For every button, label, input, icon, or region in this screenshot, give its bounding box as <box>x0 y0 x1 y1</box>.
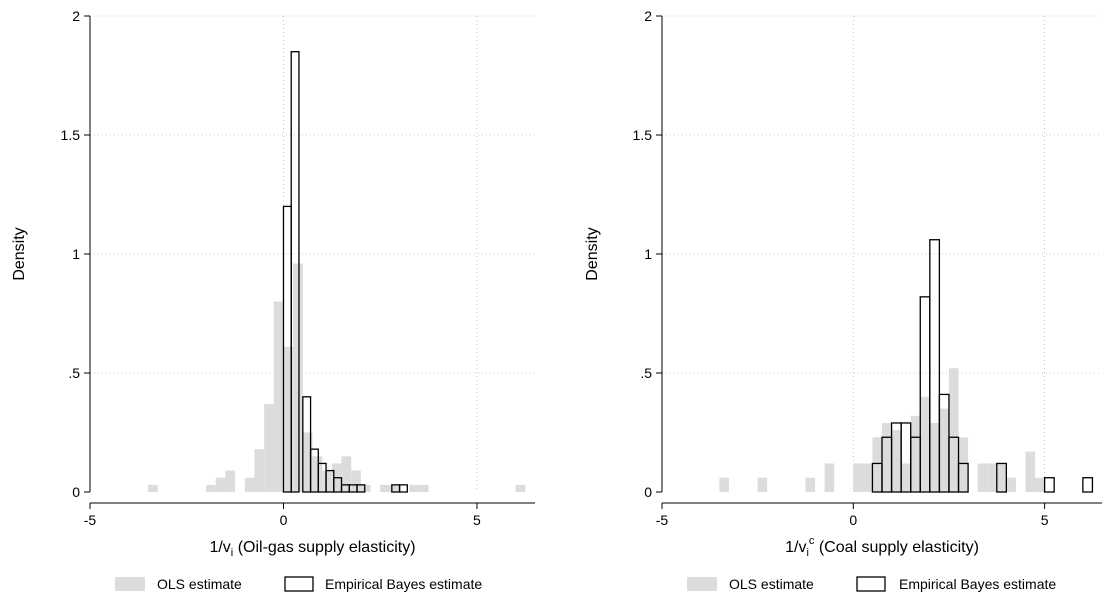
y-axis-title: Density <box>11 227 28 280</box>
x-tick-label: 0 <box>849 512 857 528</box>
ols-histogram-bar <box>1035 477 1045 492</box>
y-tick-label: 0 <box>644 484 652 500</box>
y-axis-title: Density <box>584 227 601 280</box>
legend-swatch-ols <box>687 577 717 591</box>
x-axis-title-subscript: i <box>231 547 233 559</box>
ols-histogram-bar <box>389 484 400 492</box>
ols-histogram-bar <box>341 456 352 492</box>
ols-histogram-bar <box>380 484 390 492</box>
ols-histogram-bar <box>862 463 873 492</box>
legend-swatch-empirical-bayes <box>856 576 886 592</box>
ols-histogram-bar <box>148 484 158 492</box>
ols-histogram-bar <box>805 477 816 492</box>
y-tick-label: 0 <box>72 484 80 500</box>
ols-histogram-bar <box>312 456 323 492</box>
ols-histogram-bar <box>515 484 526 492</box>
legend-label: Empirical Bayes estimate <box>899 576 1056 592</box>
eb-histogram-bar <box>290 51 300 493</box>
y-tick-label: 2 <box>644 8 652 24</box>
ols-histogram-bar <box>1025 451 1036 492</box>
ols-histogram-bar <box>1006 477 1016 492</box>
y-tick-label: 1.5 <box>61 127 81 143</box>
y-tick-label: 1.5 <box>633 127 653 143</box>
x-axis-title-prefix: 1/v <box>785 539 806 556</box>
ols-histogram-bar <box>958 437 969 492</box>
legend-label: OLS estimate <box>729 576 814 592</box>
ols-histogram-bar <box>273 301 284 492</box>
ols-histogram-bar <box>322 470 332 492</box>
x-axis-title: 1/vic (Coal supply elasticity) <box>785 535 979 559</box>
ols-histogram-bar <box>891 430 902 492</box>
x-axis-title-superscript: c <box>809 535 815 547</box>
ols-histogram-bar <box>872 437 882 492</box>
eb-histogram-bar <box>957 462 969 493</box>
x-tick-label: 5 <box>473 512 481 528</box>
eb-histogram-bar <box>302 396 312 493</box>
ols-histogram-bar <box>293 263 303 492</box>
ols-histogram-bar <box>987 463 997 492</box>
legend-label: OLS estimate <box>157 576 242 592</box>
ols-histogram-bar <box>824 463 835 492</box>
ols-histogram-bar <box>939 408 949 492</box>
ols-histogram-bar <box>215 477 226 492</box>
x-axis-title-prefix: 1/v <box>209 539 230 556</box>
y-tick-label: 1 <box>72 246 80 262</box>
x-axis-title-suffix: (Coal supply elasticity) <box>814 539 979 556</box>
y-tick-label: .5 <box>68 365 80 381</box>
eb-histogram-bar <box>1082 477 1094 493</box>
y-tick-label: .5 <box>640 365 652 381</box>
legend-swatch-ols <box>115 577 145 591</box>
eb-histogram-bar <box>1043 477 1055 493</box>
y-tick-label: 1 <box>644 246 652 262</box>
x-tick-label: -5 <box>84 512 97 528</box>
ols-histogram-bar <box>977 463 988 492</box>
ols-histogram-bar <box>920 396 930 492</box>
ols-histogram-bar <box>302 432 313 492</box>
legend-label: Empirical Bayes estimate <box>325 576 482 592</box>
legend-swatch-empirical-bayes <box>284 576 314 592</box>
ols-histogram-bar <box>351 470 361 492</box>
x-axis-title-suffix: (Oil-gas supply elasticity) <box>233 539 415 556</box>
ols-histogram-bar <box>929 422 940 492</box>
y-tick-label: 2 <box>72 8 80 24</box>
eb-histogram-bar <box>398 484 408 493</box>
x-axis-title-subscript: i <box>806 547 808 559</box>
ols-histogram-bar <box>225 470 236 492</box>
ols-histogram-bar <box>853 463 863 492</box>
ols-histogram-bar <box>418 484 429 492</box>
ols-histogram-bar <box>910 415 921 492</box>
ols-histogram-bar <box>882 422 892 492</box>
ols-histogram-bar <box>409 484 419 492</box>
x-axis-title: 1/vi (Oil-gas supply elasticity) <box>209 539 415 559</box>
ols-histogram-bar <box>264 403 274 492</box>
ols-histogram-bar <box>283 346 294 492</box>
x-tick-label: 0 <box>280 512 288 528</box>
ols-histogram-bar <box>996 463 1007 492</box>
eb-histogram-bar <box>356 484 366 493</box>
eb-histogram-bar <box>929 239 941 493</box>
x-tick-label: 5 <box>1041 512 1049 528</box>
ols-histogram-bar <box>757 477 768 492</box>
ols-histogram-bar <box>244 477 255 492</box>
ols-histogram-bar <box>206 484 216 492</box>
ols-histogram-bar <box>719 477 729 492</box>
ols-histogram-bar <box>948 368 959 492</box>
ols-histogram-bar <box>901 463 911 492</box>
x-tick-label: -5 <box>656 512 669 528</box>
eb-histogram-bar <box>996 462 1007 493</box>
ols-histogram-bar <box>254 449 265 492</box>
ols-histogram-bar <box>360 484 371 492</box>
